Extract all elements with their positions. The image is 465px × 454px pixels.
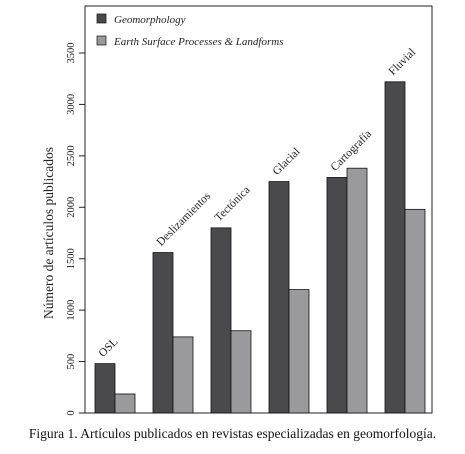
legend-swatch xyxy=(96,35,107,46)
bar-espl xyxy=(288,289,310,414)
y-tick-label: 1000 xyxy=(66,300,77,321)
bar-geomorphology xyxy=(326,177,348,414)
legend-swatch xyxy=(96,13,107,24)
y-tick-label: 2500 xyxy=(66,145,77,166)
bar-espl xyxy=(404,208,426,414)
y-tick-label: 500 xyxy=(66,354,77,370)
y-tick-label: 3500 xyxy=(66,43,77,64)
bar-espl xyxy=(172,336,194,414)
legend-label: Geomorphology xyxy=(114,14,186,26)
category-label: Glacial xyxy=(271,146,303,178)
y-axis-label: Número de artículos publicados xyxy=(41,147,56,319)
y-tick-label: 2000 xyxy=(66,197,77,218)
category-label: Fluvial xyxy=(387,46,419,78)
y-tick-label: 1500 xyxy=(66,248,77,269)
plot-frame xyxy=(84,5,433,414)
bar-espl xyxy=(230,330,252,414)
bar-geomorphology xyxy=(384,81,406,414)
category-label: Cartografía xyxy=(329,128,375,174)
y-tick-label: 3000 xyxy=(66,94,77,115)
bar-geomorphology xyxy=(210,227,232,414)
bar-espl xyxy=(346,167,368,414)
category-label: Deslizamientos xyxy=(155,190,214,249)
bar-geomorphology xyxy=(268,181,290,414)
legend-label: Earth Surface Processes & Landforms xyxy=(113,36,283,48)
bar-geomorphology xyxy=(152,252,174,414)
figure-caption: Figura 1. Artículos publicados en revist… xyxy=(28,426,437,441)
category-label: OSL xyxy=(97,336,121,360)
bar-espl xyxy=(114,393,136,414)
category-label: Tectónica xyxy=(213,184,253,224)
bar-geomorphology xyxy=(94,363,116,414)
y-tick-label: 0 xyxy=(66,410,77,415)
